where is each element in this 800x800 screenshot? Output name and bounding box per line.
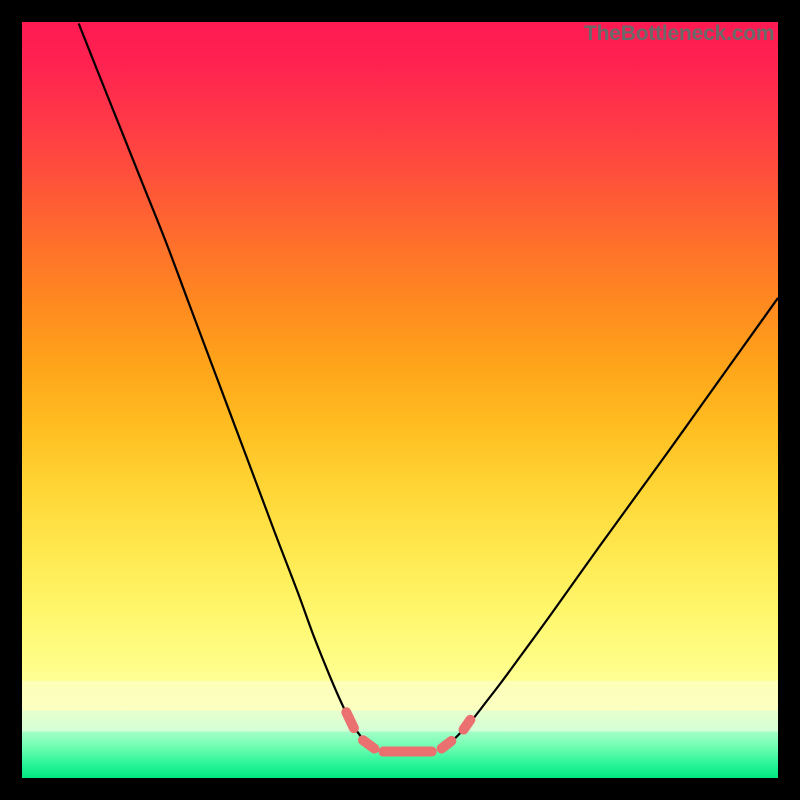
watermark-text: TheBottleneck.com (584, 22, 774, 46)
bottleneck-chart (0, 0, 800, 800)
accent-right-dot-lower (442, 741, 452, 749)
chart-background (22, 22, 778, 778)
accent-left-dot-lower (363, 740, 374, 748)
accent-left-dot-upper (346, 712, 354, 728)
accent-right-dot-upper (464, 720, 471, 730)
